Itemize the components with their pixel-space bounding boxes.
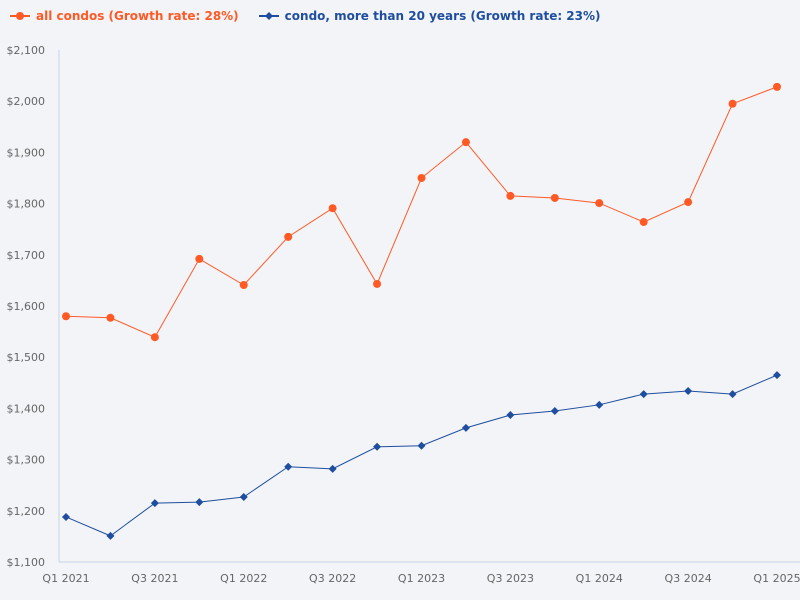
x-tick-label: Q3 2023 [487, 572, 534, 585]
data-point [461, 138, 470, 147]
x-tick-label: Q3 2022 [309, 572, 356, 585]
data-point [417, 441, 426, 450]
x-tick-label: Q3 2024 [665, 572, 712, 585]
data-point [239, 492, 248, 501]
data-point [728, 390, 737, 399]
x-tick-label: Q1 2021 [42, 572, 89, 585]
data-point [239, 281, 248, 290]
y-tick-label: $1,700 [7, 249, 46, 262]
series-line-1 [65, 374, 778, 537]
data-point [106, 313, 115, 322]
data-point [328, 204, 337, 213]
legend-label: all condos (Growth rate: 28%) [36, 9, 239, 23]
y-tick-label: $1,800 [7, 198, 46, 211]
data-point [62, 312, 70, 321]
y-tick-label: $1,200 [7, 505, 46, 518]
x-tick-label: Q1 2025 [753, 572, 800, 585]
data-point [728, 99, 737, 108]
data-point [506, 191, 515, 200]
legend-item-all-condos[interactable]: all condos (Growth rate: 28%) [10, 9, 239, 23]
legend: all condos (Growth rate: 28%) condo, mor… [10, 9, 601, 23]
data-point [62, 512, 70, 521]
x-tick-label: Q1 2023 [398, 572, 445, 585]
data-point [595, 400, 604, 409]
data-point [684, 198, 693, 207]
data-point [150, 333, 159, 342]
data-point [461, 423, 470, 432]
x-tick-label: Q1 2024 [576, 572, 623, 585]
y-tick-label: $1,400 [7, 402, 46, 415]
data-point [195, 498, 204, 507]
legend-marker-diamond-icon [258, 12, 279, 20]
legend-marker-circle-icon [10, 12, 30, 20]
data-point [639, 390, 648, 399]
x-tick-label: Q1 2022 [220, 572, 267, 585]
data-point [773, 82, 781, 91]
y-tick-label: $1,500 [7, 351, 46, 364]
y-tick-label: $1,600 [7, 300, 46, 313]
y-tick-label: $2,000 [7, 95, 46, 108]
y-tick-label: $2,100 [7, 44, 46, 57]
data-point [373, 279, 382, 288]
data-point [550, 193, 559, 202]
legend-item-condo-20-years[interactable]: condo, more than 20 years (Growth rate: … [258, 9, 601, 23]
data-point [595, 199, 604, 208]
data-point [106, 531, 115, 540]
y-tick-label: $1,100 [7, 556, 46, 569]
data-point [284, 462, 293, 471]
data-point [773, 371, 781, 380]
data-point [639, 218, 648, 227]
data-point [328, 464, 337, 473]
data-point [373, 442, 382, 451]
data-point [550, 406, 559, 415]
y-tick-label: $1,300 [7, 454, 46, 467]
series-line-0 [65, 86, 778, 338]
data-point [506, 411, 515, 420]
data-point [195, 254, 204, 263]
legend-label: condo, more than 20 years (Growth rate: … [284, 9, 601, 23]
data-point [684, 386, 693, 395]
data-point [150, 499, 159, 508]
x-tick-label: Q3 2021 [131, 572, 178, 585]
data-point [284, 232, 293, 241]
data-point [417, 174, 426, 182]
y-tick-label: $1,900 [7, 146, 46, 159]
